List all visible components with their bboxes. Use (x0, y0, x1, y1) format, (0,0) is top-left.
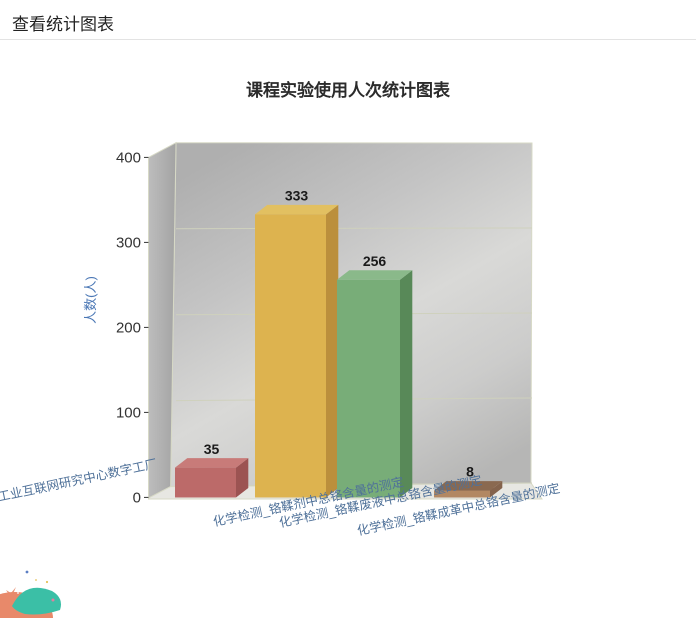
svg-text:200: 200 (116, 319, 141, 336)
svg-text:0: 0 (133, 489, 141, 506)
svg-text:300: 300 (116, 234, 141, 251)
svg-text:100: 100 (116, 404, 141, 421)
svg-text:400: 400 (116, 149, 141, 166)
svg-text:人数(人): 人数(人) (83, 276, 98, 324)
svg-text:256: 256 (363, 253, 387, 269)
svg-text:35: 35 (204, 441, 220, 457)
svg-text:333: 333 (285, 188, 309, 204)
